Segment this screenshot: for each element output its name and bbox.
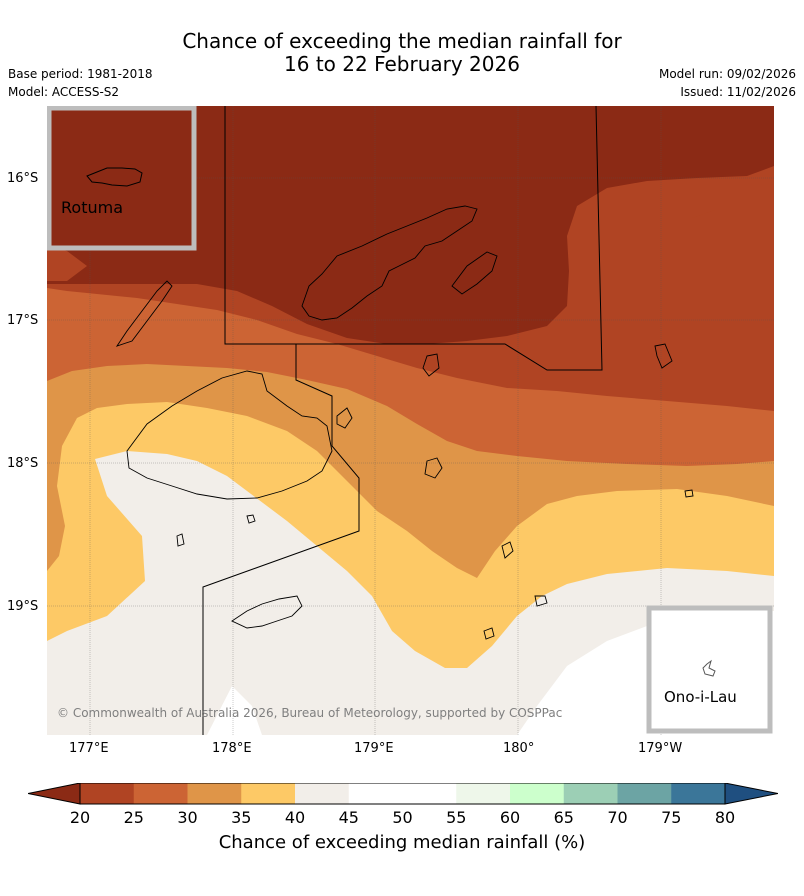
small-island-7 [654, 343, 673, 369]
viti-levu-island [126, 370, 333, 500]
lon-label-180: 180° [503, 741, 535, 756]
small-island-3 [422, 353, 440, 377]
colorbar-segment [510, 783, 565, 804]
district-boundaries [202, 106, 603, 735]
colorbar-tick-label: 55 [446, 808, 467, 827]
rotuma-inset-fill [49, 108, 194, 248]
title-line-1: Chance of exceeding the median rainfall … [182, 29, 622, 53]
colorbar-tick-label: 40 [284, 808, 306, 827]
colorbar-tick-label: 50 [392, 808, 413, 827]
colorbar-tick-label: 65 [553, 808, 574, 827]
meta-right: Model run: 09/02/2026 Issued: 11/02/2026 [659, 65, 796, 101]
lon-label-177e: 177°E [69, 741, 109, 756]
lon-label-179e: 179°E [354, 741, 394, 756]
small-island-1 [424, 457, 443, 479]
rotuma-inset [47, 106, 197, 251]
model-name: Model: ACCESS-S2 [8, 85, 120, 99]
islands [115, 205, 694, 640]
colorbar-tick-label: 75 [661, 808, 682, 827]
band-25-patch [667, 210, 745, 296]
colorbar-segment [187, 783, 242, 804]
colorbar-segment [133, 783, 188, 804]
lat-label-16s: 16°S [7, 171, 39, 186]
small-island-4 [501, 541, 514, 559]
base-period: Base period: 1981-2018 [8, 67, 153, 81]
rotuma-label: Rotuma [61, 198, 123, 217]
lat-label-18s: 18°S [7, 456, 39, 471]
vanua-levu-island [301, 205, 478, 321]
band-25-patch2 [47, 246, 87, 281]
colorbar-segment [80, 783, 135, 804]
colorbar-tick-label: 80 [714, 808, 736, 827]
small-island-2 [336, 407, 353, 429]
colorbar-segment [348, 783, 403, 804]
kadavu-island [231, 595, 303, 629]
colorbar-extend-high [724, 783, 778, 805]
colorbar-segment [617, 783, 672, 804]
title-line-2: 16 to 22 February 2026 [284, 52, 520, 76]
colorbar-segment [402, 783, 457, 804]
lat-label-19s: 19°S [7, 599, 39, 614]
colorbar-tick-label: 30 [177, 808, 198, 827]
colorbar-title: Chance of exceeding median rainfall (%) [218, 832, 586, 853]
colorbar-segment [295, 783, 350, 804]
colorbar-tick-label: 70 [607, 808, 628, 827]
yasawa-chain [115, 280, 173, 347]
map-panel: Rotuma Ono-i-Lau [47, 106, 774, 735]
small-island-10 [684, 489, 694, 498]
colorbar-segment [456, 783, 511, 804]
taveuni-island [451, 251, 498, 295]
band-50-small [207, 686, 262, 735]
colorbar-tick-label: 25 [123, 808, 144, 827]
colorbar-segment [563, 783, 618, 804]
ono-i-lau-inset [646, 605, 773, 734]
small-island-6 [483, 627, 495, 640]
lat-label-17s: 17°S [7, 313, 39, 328]
ono-i-lau-label: Ono-i-Lau [664, 688, 737, 706]
colorbar-tick-label: 35 [231, 808, 252, 827]
model-run: Model run: 09/02/2026 [658, 67, 796, 81]
rotuma-island [86, 167, 143, 187]
ono-i-lau-island [702, 659, 716, 677]
lon-label-179w: 179°W [638, 741, 683, 756]
colorbar-segment [671, 783, 726, 804]
map-svg [47, 106, 774, 735]
colorbar [28, 783, 778, 805]
lon-label-178e: 178°E [212, 741, 252, 756]
meta-left: Base period: 1981-2018 Model: ACCESS-S2 [8, 65, 153, 101]
colorbar-extend-low [28, 783, 81, 805]
small-island-9 [246, 514, 256, 524]
small-island-5 [534, 595, 548, 607]
colorbar-segment [241, 783, 296, 804]
copyright-notice: © Commonwealth of Australia 2026, Bureau… [57, 706, 563, 720]
colorbar-tick-label: 45 [338, 808, 359, 827]
issued-date: Issued: 11/02/2026 [680, 85, 796, 99]
colorbar-tick-label: 60 [499, 808, 521, 827]
small-island-8 [176, 533, 185, 547]
map-title: Chance of exceeding the median rainfall … [0, 30, 804, 76]
colorbar-tick-label: 20 [69, 808, 91, 827]
